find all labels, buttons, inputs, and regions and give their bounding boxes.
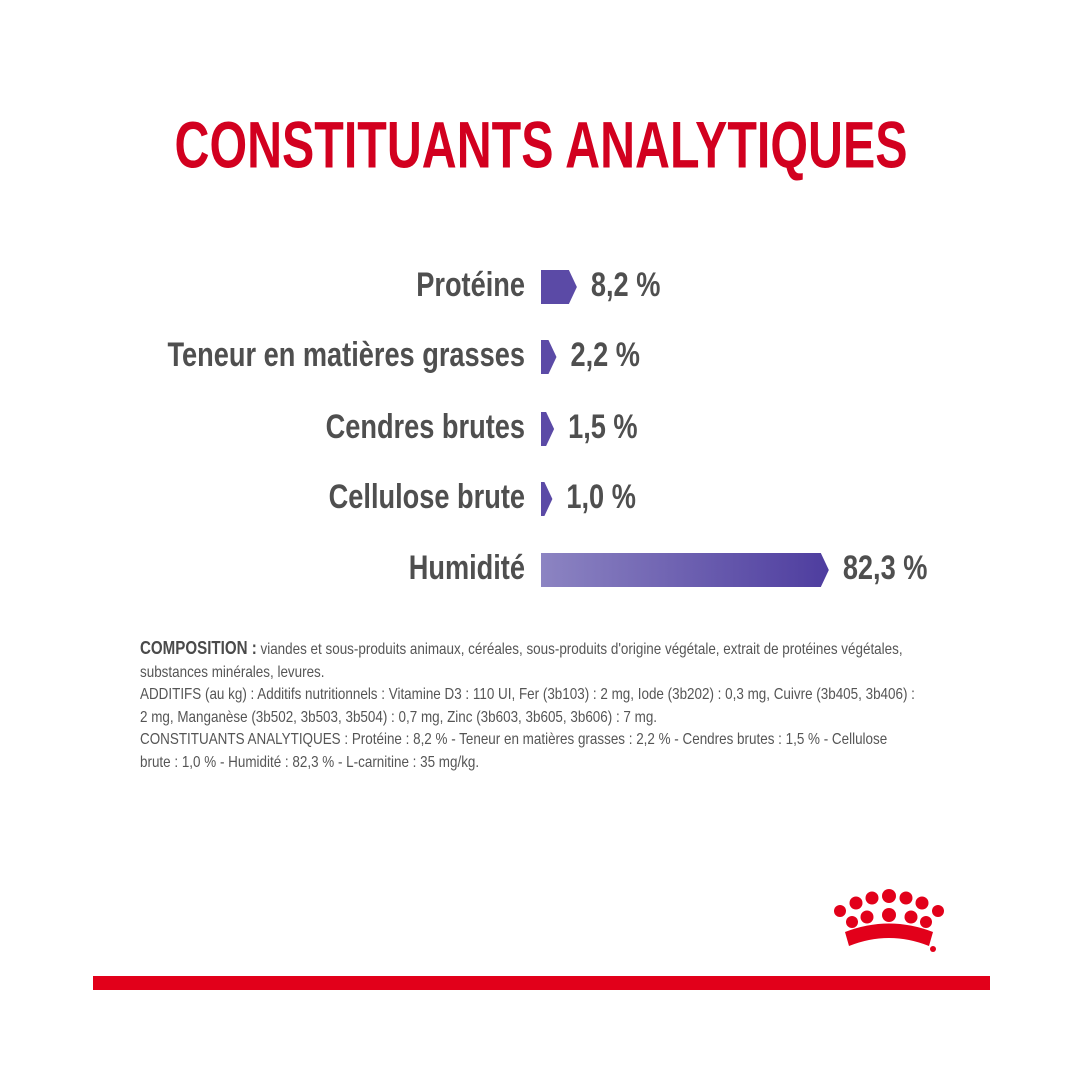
- composition-label: COMPOSITION :: [140, 638, 257, 658]
- category-label: Cellulose brute: [329, 477, 525, 516]
- constituents-text: CONSTITUANTS ANALYTIQUES : Protéine : 8,…: [140, 731, 888, 771]
- value-label: 1,0 %: [566, 477, 636, 516]
- category-label: Protéine: [416, 265, 525, 304]
- bar: [541, 482, 553, 516]
- bar: [541, 412, 555, 446]
- bar: [541, 270, 577, 304]
- footer-bar: [93, 976, 990, 990]
- value-label: 1,5 %: [568, 407, 638, 446]
- category-label: Cendres brutes: [326, 407, 525, 446]
- logo: [834, 889, 944, 952]
- category-label: Teneur en matières grasses: [167, 335, 525, 374]
- category-label: Humidité: [409, 548, 525, 587]
- value-label: 2,2 %: [570, 335, 640, 374]
- bar: [541, 340, 557, 374]
- value-label: 82,3 %: [843, 548, 928, 587]
- composition: COMPOSITION : viandes et sous-produits a…: [140, 637, 921, 774]
- bar: [541, 553, 829, 587]
- value-label: 8,2 %: [591, 265, 661, 304]
- composition-text: viandes et sous-produits animaux, céréal…: [140, 641, 903, 681]
- chart-title: CONSTITUANTS ANALYTIQUES: [175, 107, 908, 181]
- additives-text: ADDITIFS (au kg) : Additifs nutritionnel…: [140, 686, 915, 726]
